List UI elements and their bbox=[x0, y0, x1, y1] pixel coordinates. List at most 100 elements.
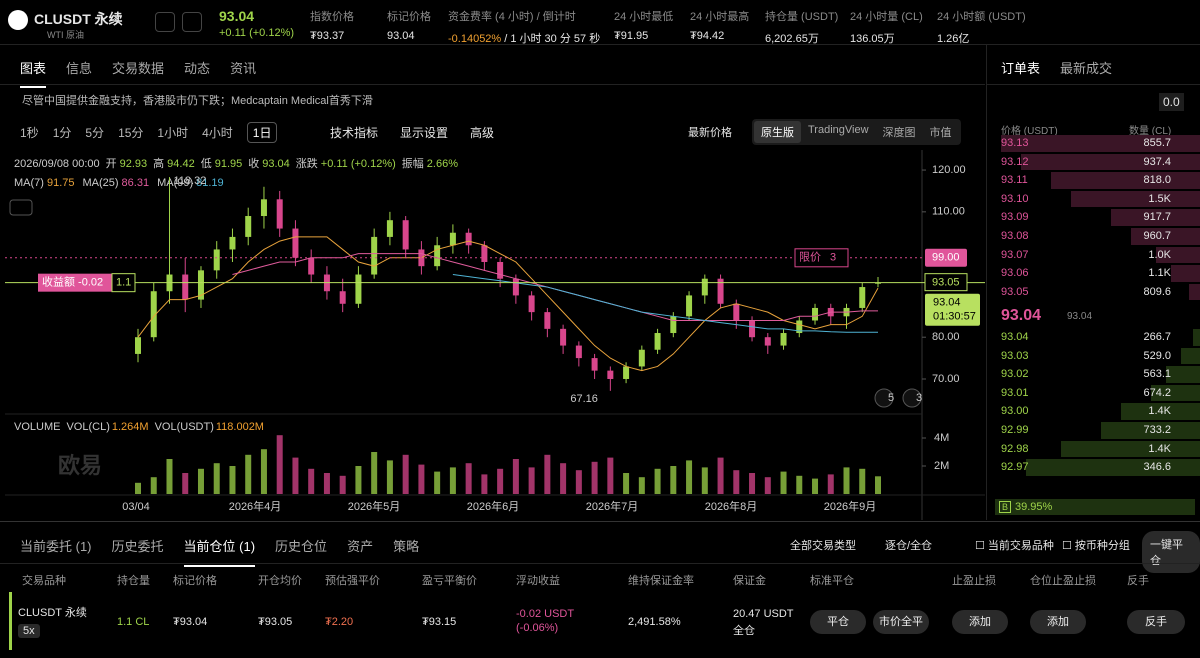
chart: 2026/09/08 00:00 开 92.93 高 94.42 低 91.95 收 93.04… bbox=[5, 150, 985, 520]
tab[interactable]: 信息 bbox=[66, 61, 93, 76]
col-header: 止盈止损 bbox=[952, 575, 996, 587]
interval[interactable]: 1秒 bbox=[20, 126, 39, 140]
view[interactable]: 深度图 bbox=[882, 127, 916, 139]
pos-price: 93.05 bbox=[932, 277, 960, 289]
legend-value: 94.42 bbox=[167, 158, 195, 170]
interval[interactable]: 1分 bbox=[52, 126, 72, 140]
depth-bar bbox=[1051, 172, 1200, 189]
col-header: 标记价格 bbox=[173, 575, 217, 587]
book-icon[interactable] bbox=[155, 12, 175, 32]
check[interactable]: ☐ 按币种分组 bbox=[1062, 540, 1130, 552]
x-tick-label: 2026年8月 bbox=[705, 499, 758, 513]
ma-legend: MA(7) 91.75 MA(25) 86.31 MA(99) 81.19 bbox=[14, 177, 224, 189]
view[interactable]: TradingView bbox=[808, 124, 869, 136]
vol-value: 1.264M bbox=[112, 421, 149, 433]
volume-bar bbox=[827, 474, 834, 494]
tab[interactable]: 动态 bbox=[184, 61, 211, 76]
pos-tab[interactable]: 资产 bbox=[347, 539, 374, 554]
news[interactable]: 尽管中国提供金融支持，香港股市仍下跌；Medcaptain Medical首秀下… bbox=[22, 95, 373, 107]
pos-tab[interactable]: 当前委托 (1) bbox=[20, 539, 92, 554]
close-all[interactable]: 一键平仓 bbox=[1142, 531, 1200, 573]
pos-tab[interactable]: 当前仓位 (1) bbox=[183, 536, 256, 567]
stat-label: 24 小时量 (CL) bbox=[850, 11, 923, 23]
view[interactable]: 原生版 bbox=[754, 121, 801, 143]
volume-bar bbox=[339, 475, 346, 494]
pos-price-box bbox=[924, 273, 968, 292]
ob-row: 93.07 1.0K bbox=[987, 246, 1200, 265]
tool[interactable]: 显示设置 bbox=[400, 126, 449, 140]
y-tick-label: 70.00 bbox=[932, 373, 960, 385]
size: 1.1 bbox=[116, 277, 131, 289]
volume-bar bbox=[812, 478, 819, 494]
vol-tick-label: 4M bbox=[934, 432, 949, 444]
limit-name: 限价 bbox=[799, 251, 821, 264]
btn-add[interactable]: 添加 bbox=[952, 610, 1008, 634]
btn-reverse[interactable]: 反手 bbox=[1127, 610, 1185, 634]
ob-qty: 1.4K bbox=[1148, 442, 1171, 455]
btn-close[interactable]: 平仓 bbox=[810, 610, 866, 634]
ma-name: MA(7) bbox=[14, 177, 44, 189]
ob-tab[interactable]: 订单表 bbox=[1001, 61, 1041, 76]
volume-bar bbox=[591, 461, 598, 494]
stat-value: 1.26亿 bbox=[937, 33, 970, 45]
tools: 技术指标 显示设置 高级 bbox=[330, 124, 494, 141]
btn-add[interactable]: 添加 bbox=[1030, 610, 1086, 634]
filter[interactable]: 逐仓/全仓 bbox=[885, 540, 933, 552]
logo bbox=[8, 10, 28, 30]
candle-body bbox=[701, 278, 708, 296]
tab[interactable]: 资讯 bbox=[230, 61, 257, 76]
volume-bar bbox=[481, 474, 488, 494]
stat-value: -0.14052% bbox=[448, 33, 502, 45]
interval[interactable]: 15分 bbox=[118, 126, 144, 140]
ob-row: 93.10 1.5K bbox=[987, 190, 1200, 209]
interval[interactable]: 5分 bbox=[85, 126, 105, 140]
tab[interactable]: 图表 bbox=[20, 58, 47, 88]
pos-tab[interactable]: 策略 bbox=[393, 539, 420, 554]
btn-market[interactable]: 市价全平 bbox=[873, 610, 929, 634]
ob-qty: 818.0 bbox=[1143, 174, 1171, 187]
pos-tab[interactable]: 历史委托 bbox=[111, 539, 164, 554]
intervals: 1秒 1分 5分 15分 1小时 4小时 1日 bbox=[20, 122, 278, 143]
star-icon[interactable] bbox=[182, 12, 202, 32]
badge-count: 5 bbox=[888, 392, 894, 404]
leverage[interactable]: 5x bbox=[18, 624, 40, 638]
candle-body bbox=[764, 337, 771, 346]
symbol[interactable]: CLUSDT 永续 bbox=[34, 11, 123, 27]
views: 原生版 TradingView 深度图 市值 bbox=[752, 119, 961, 145]
size-box bbox=[111, 273, 136, 293]
tab[interactable]: 交易数据 bbox=[112, 61, 165, 76]
price-mode[interactable]: 最新价格 bbox=[688, 127, 732, 139]
pos-tab[interactable]: 历史仓位 bbox=[275, 539, 328, 554]
stat: 指数价格 ₮93.37 bbox=[310, 8, 387, 46]
depth-bar bbox=[1181, 347, 1200, 365]
interval[interactable]: 1日 bbox=[246, 122, 278, 143]
cut-value[interactable]: 0.0 bbox=[1159, 93, 1184, 111]
view[interactable]: 市值 bbox=[929, 127, 952, 139]
candle-body bbox=[560, 328, 567, 346]
stat: 持仓量 (USDT) 6,202.65万 bbox=[765, 8, 850, 46]
ob-price: 93.06 bbox=[1001, 267, 1029, 280]
tool[interactable]: 技术指标 bbox=[330, 126, 379, 140]
tool[interactable]: 高级 bbox=[470, 126, 495, 140]
x-tick-label: 2026年6月 bbox=[467, 499, 520, 513]
ob-qty: 1.1K bbox=[1148, 267, 1171, 280]
stat: 24 小时最高 ₮94.42 bbox=[690, 8, 765, 46]
interval[interactable]: 1小时 bbox=[157, 126, 189, 140]
interval[interactable]: 4小时 bbox=[202, 126, 233, 140]
ob-tab[interactable]: 最新成交 bbox=[1060, 61, 1113, 76]
ohlc-legend: 2026/09/08 00:00 开 92.93 高 94.42 低 91.95 收 93.04… bbox=[14, 156, 458, 170]
volume-bar bbox=[843, 467, 850, 494]
candle-body bbox=[465, 232, 472, 246]
candle-body bbox=[182, 274, 189, 300]
stat-value: ₮93.37 bbox=[310, 30, 345, 42]
volume-bar bbox=[197, 468, 204, 494]
vol-title: VOLUME bbox=[14, 421, 60, 433]
check[interactable]: ☐ 当前交易品种 bbox=[975, 540, 1054, 552]
candle-body bbox=[260, 199, 267, 217]
filter[interactable]: 全部交易类型 bbox=[790, 540, 856, 552]
candle-body bbox=[654, 333, 661, 350]
y-tick-label: 80.00 bbox=[932, 331, 960, 343]
candle-body bbox=[670, 316, 677, 334]
volume-bar bbox=[733, 470, 740, 494]
ob-price: 92.99 bbox=[1001, 423, 1029, 436]
